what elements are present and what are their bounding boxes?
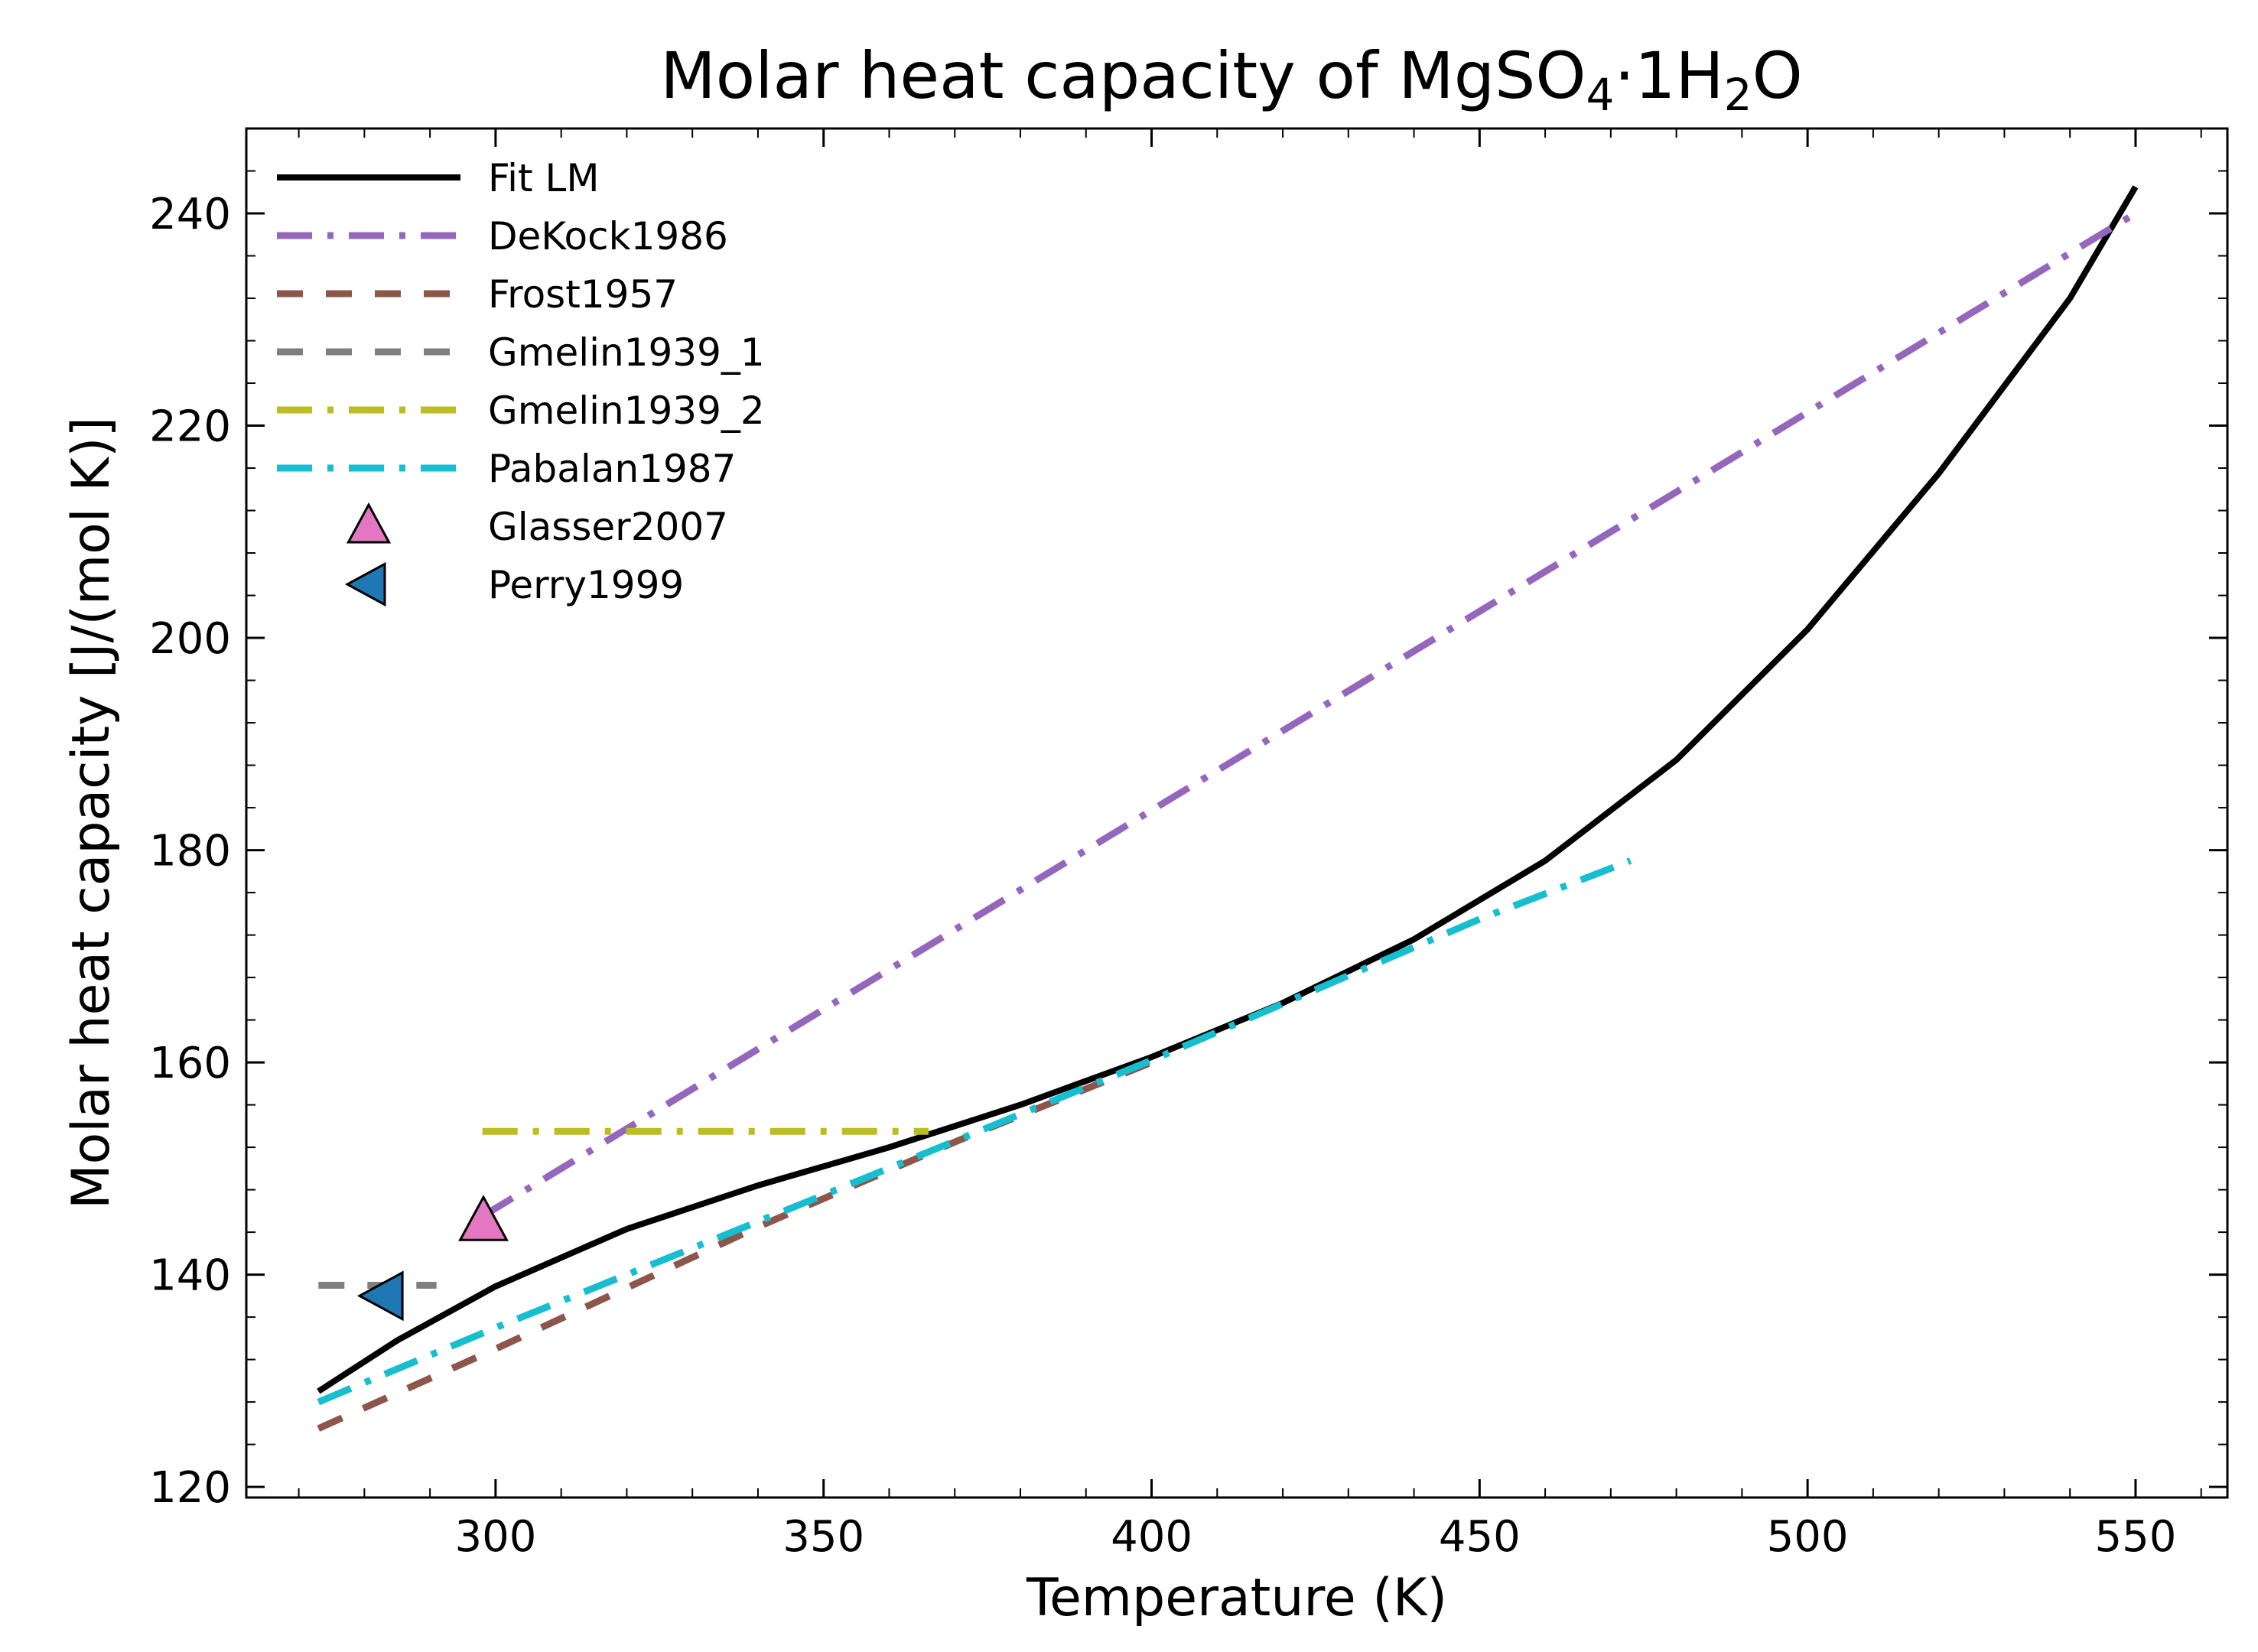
y-tick-label: 180	[149, 827, 231, 876]
x-tick-label: 500	[1767, 1512, 1849, 1562]
legend-label-perry1999: Perry1999	[488, 563, 684, 607]
y-tick-label: 160	[149, 1039, 231, 1088]
series-line-dekock1986	[480, 210, 2138, 1220]
legend-label-glasser2007: Glasser2007	[488, 505, 728, 549]
x-tick-label: 450	[1439, 1512, 1521, 1562]
x-tick-label: 550	[2094, 1512, 2176, 1562]
y-axis-label: Molar heat capacity [J/(mol K)]	[61, 417, 122, 1209]
y-tick-label: 200	[149, 614, 231, 664]
legend-label-gmelin1939-2: Gmelin1939_2	[488, 389, 765, 433]
series-line-pabalan1987	[317, 857, 1632, 1406]
x-tick-label: 400	[1111, 1512, 1192, 1562]
legend-label-fit-lm: Fit LM	[488, 156, 600, 200]
y-tick-label: 120	[149, 1463, 231, 1513]
series-layer	[317, 185, 2139, 1432]
legend: Fit LM DeKock1986 Frost1957 Gmelin1939_1 Gme…	[277, 156, 765, 607]
marker-glasser2007	[458, 1195, 509, 1241]
marker-perry1999	[356, 1270, 404, 1322]
chart-title: Molar heat capacity of MgSO4·1H2O	[660, 38, 1802, 121]
ticks-layer: 300 350 400 450 500 550 120 140 160 180 200 220 240	[149, 128, 2227, 1562]
y-tick-label: 240	[149, 190, 231, 239]
series-line-fit-lm	[317, 185, 2139, 1394]
x-axis-label: Temperature (K)	[1026, 1568, 1447, 1628]
x-tick-label: 300	[454, 1512, 536, 1562]
legend-label-gmelin1939-1: Gmelin1939_1	[488, 330, 765, 375]
series-line-frost1957	[317, 1059, 1153, 1432]
y-tick-label: 220	[149, 402, 231, 452]
plot-frame	[245, 127, 2229, 1499]
legend-marker-perry1999	[344, 561, 386, 607]
legend-marker-glasser2007	[346, 502, 392, 544]
legend-label-pabalan1987: Pabalan1987	[488, 447, 736, 491]
x-tick-label: 350	[782, 1512, 864, 1562]
legend-label-frost1957: Frost1957	[488, 272, 678, 317]
y-tick-label: 140	[149, 1251, 231, 1301]
legend-label-dekock1986: DeKock1986	[488, 214, 728, 259]
